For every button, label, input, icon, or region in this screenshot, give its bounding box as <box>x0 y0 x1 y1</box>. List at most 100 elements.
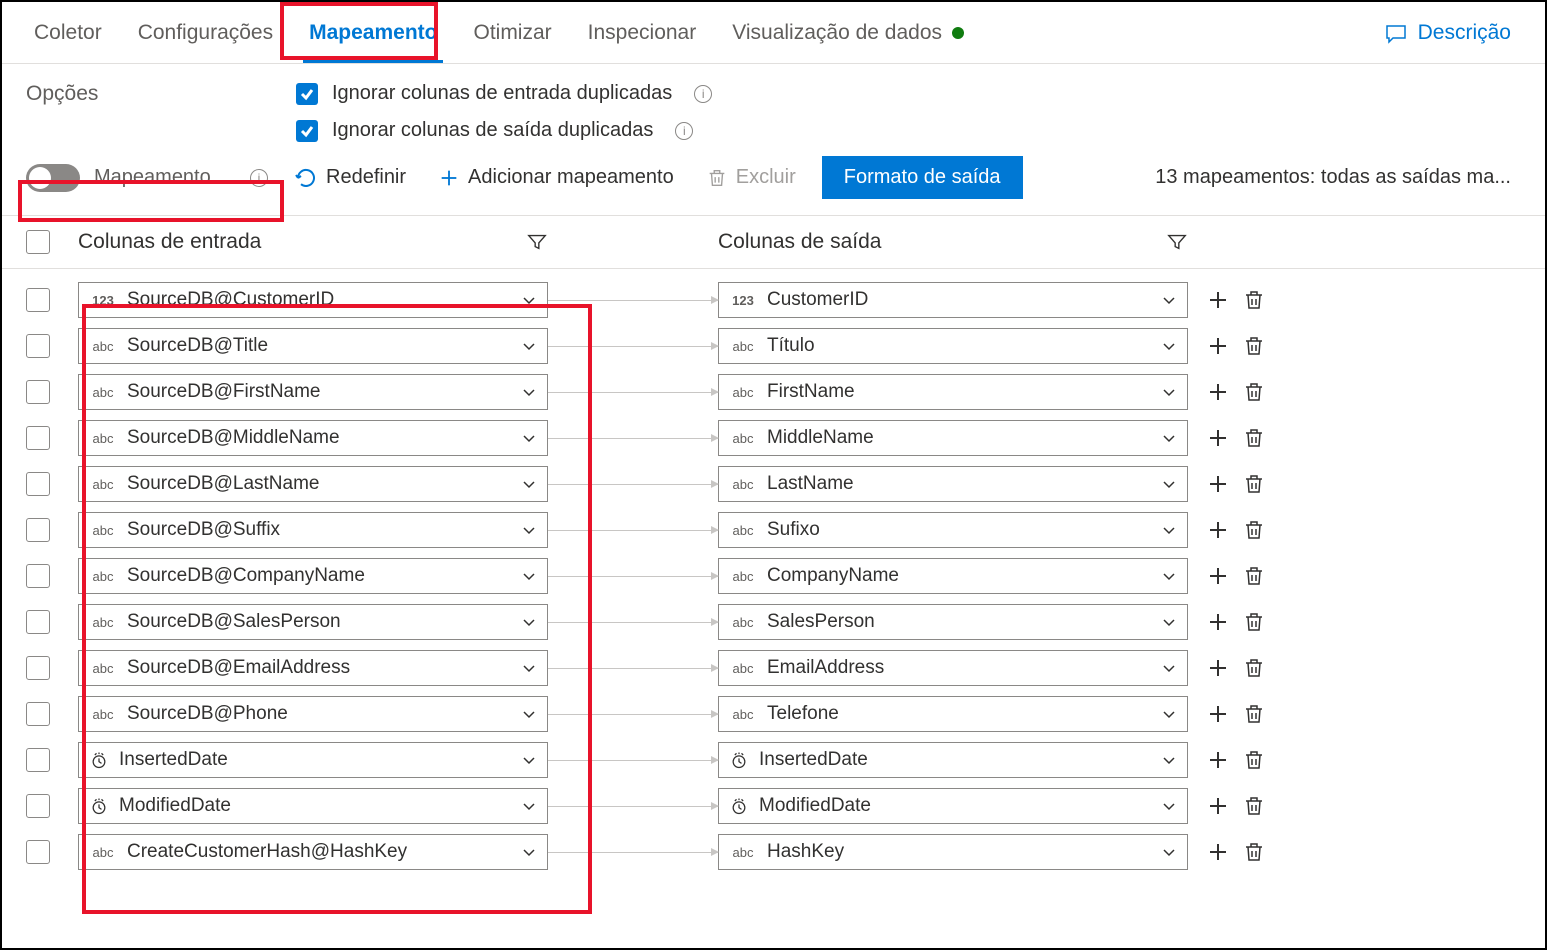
input-column-select[interactable]: abcSourceDB@MiddleName <box>78 420 548 456</box>
chevron-down-icon <box>521 798 537 814</box>
row-checkbox[interactable] <box>26 380 50 404</box>
output-column-select[interactable]: 123CustomerID <box>718 282 1188 318</box>
add-icon[interactable] <box>1206 702 1230 726</box>
add-icon[interactable] <box>1206 794 1230 818</box>
add-icon[interactable] <box>1206 518 1230 542</box>
type-string-icon: abc <box>729 477 757 492</box>
type-string-icon: abc <box>89 339 117 354</box>
input-column-select[interactable]: abcSourceDB@Phone <box>78 696 548 732</box>
tab-label: Visualização de dados <box>732 21 942 45</box>
add-icon[interactable] <box>1206 610 1230 634</box>
row-checkbox[interactable] <box>26 748 50 772</box>
trash-icon[interactable] <box>1242 472 1266 496</box>
input-column-select[interactable]: 123SourceDB@CustomerID <box>78 282 548 318</box>
input-column-select[interactable]: abcSourceDB@LastName <box>78 466 548 502</box>
trash-icon[interactable] <box>1242 380 1266 404</box>
row-checkbox[interactable] <box>26 564 50 588</box>
info-icon[interactable]: i <box>694 85 712 103</box>
trash-icon[interactable] <box>1242 702 1266 726</box>
output-column-select[interactable]: abcSalesPerson <box>718 604 1188 640</box>
add-icon[interactable] <box>1206 564 1230 588</box>
tab-inspecionar[interactable]: Inspecionar <box>570 2 715 63</box>
row-checkbox[interactable] <box>26 334 50 358</box>
add-icon[interactable] <box>1206 472 1230 496</box>
description-link[interactable]: Descrição <box>1384 21 1531 45</box>
trash-icon[interactable] <box>1242 748 1266 772</box>
column-headers: Colunas de entrada Colunas de saída <box>2 216 1545 269</box>
info-icon[interactable]: i <box>250 169 268 187</box>
output-column-select[interactable]: abcHashKey <box>718 834 1188 870</box>
output-column-value: CompanyName <box>767 565 1151 587</box>
input-column-select[interactable]: abcSourceDB@FirstName <box>78 374 548 410</box>
input-column-select[interactable]: ModifiedDate <box>78 788 548 824</box>
trash-icon[interactable] <box>1242 334 1266 358</box>
trash-icon[interactable] <box>1242 610 1266 634</box>
input-columns-label: Colunas de entrada <box>78 230 261 254</box>
row-checkbox[interactable] <box>26 472 50 496</box>
output-column-value: FirstName <box>767 381 1151 403</box>
output-column-select[interactable]: abcCompanyName <box>718 558 1188 594</box>
input-column-value: SourceDB@CompanyName <box>127 565 511 587</box>
row-checkbox[interactable] <box>26 518 50 542</box>
output-column-select[interactable]: abcTelefone <box>718 696 1188 732</box>
trash-icon[interactable] <box>1242 288 1266 312</box>
app-root: ColetorConfiguraçõesMapeamentoOtimizarIn… <box>0 0 1547 950</box>
add-icon[interactable] <box>1206 840 1230 864</box>
trash-icon[interactable] <box>1242 794 1266 818</box>
input-column-select[interactable]: InsertedDate <box>78 742 548 778</box>
filter-icon[interactable] <box>526 231 548 253</box>
output-column-select[interactable]: abcLastName <box>718 466 1188 502</box>
select-all-checkbox[interactable] <box>26 230 50 254</box>
toggle-label: Mapeamento... <box>94 166 228 189</box>
input-column-select[interactable]: abcSourceDB@EmailAddress <box>78 650 548 686</box>
info-icon[interactable]: i <box>675 122 693 140</box>
check-ignore-dup-input[interactable]: Ignorar colunas de entrada duplicadas i <box>296 82 712 105</box>
row-checkbox[interactable] <box>26 794 50 818</box>
input-column-select[interactable]: abcSourceDB@Title <box>78 328 548 364</box>
add-icon[interactable] <box>1206 426 1230 450</box>
trash-icon[interactable] <box>1242 840 1266 864</box>
output-column-select[interactable]: abcMiddleName <box>718 420 1188 456</box>
add-icon[interactable] <box>1206 380 1230 404</box>
input-column-select[interactable]: abcSourceDB@SalesPerson <box>78 604 548 640</box>
trash-icon[interactable] <box>1242 518 1266 542</box>
filter-icon[interactable] <box>1166 231 1188 253</box>
reset-button[interactable]: Redefinir <box>288 162 412 194</box>
input-column-select[interactable]: abcCreateCustomerHash@HashKey <box>78 834 548 870</box>
row-checkbox[interactable] <box>26 288 50 312</box>
row-checkbox[interactable] <box>26 610 50 634</box>
trash-icon[interactable] <box>1242 564 1266 588</box>
type-string-icon: abc <box>89 385 117 400</box>
row-checkbox[interactable] <box>26 426 50 450</box>
output-column-value: ModifiedDate <box>759 795 1151 817</box>
input-column-select[interactable]: abcSourceDB@Suffix <box>78 512 548 548</box>
tab-configurações[interactable]: Configurações <box>120 2 291 63</box>
check-ignore-dup-output[interactable]: Ignorar colunas de saída duplicadas i <box>296 119 712 142</box>
trash-icon[interactable] <box>1242 656 1266 680</box>
input-column-select[interactable]: abcSourceDB@CompanyName <box>78 558 548 594</box>
output-column-select[interactable]: abcEmailAddress <box>718 650 1188 686</box>
add-icon[interactable] <box>1206 748 1230 772</box>
row-actions <box>1206 610 1266 634</box>
row-checkbox[interactable] <box>26 840 50 864</box>
output-column-select[interactable]: abcSufixo <box>718 512 1188 548</box>
add-icon[interactable] <box>1206 288 1230 312</box>
row-actions <box>1206 288 1266 312</box>
output-column-select[interactable]: abcFirstName <box>718 374 1188 410</box>
tab-mapeamento[interactable]: Mapeamento <box>291 2 455 63</box>
tab-visualização-de-dados[interactable]: Visualização de dados <box>714 2 982 63</box>
tab-otimizar[interactable]: Otimizar <box>455 2 569 63</box>
output-column-select[interactable]: abcTítulo <box>718 328 1188 364</box>
output-column-select[interactable]: InsertedDate <box>718 742 1188 778</box>
output-column-select[interactable]: ModifiedDate <box>718 788 1188 824</box>
add-icon[interactable] <box>1206 656 1230 680</box>
auto-mapping-toggle[interactable]: Mapeamento... i <box>26 164 268 192</box>
row-checkbox[interactable] <box>26 702 50 726</box>
add-icon[interactable] <box>1206 334 1230 358</box>
trash-icon[interactable] <box>1242 426 1266 450</box>
row-checkbox[interactable] <box>26 656 50 680</box>
output-format-button[interactable]: Formato de saída <box>822 156 1023 199</box>
tab-coletor[interactable]: Coletor <box>16 2 120 63</box>
delete-button[interactable]: Excluir <box>700 162 802 193</box>
add-mapping-button[interactable]: Adicionar mapeamento <box>432 162 680 193</box>
